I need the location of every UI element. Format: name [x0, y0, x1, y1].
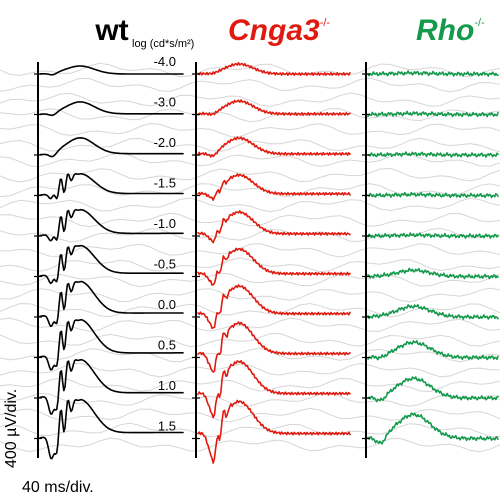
erg-trace-cnga-2 [197, 136, 351, 158]
erg-trace-rho-4 [367, 232, 499, 239]
intensity-label-group: -4.0 -3.0 -2.0 -1.5 -1.0 -0.5 0.0 0.5 1.0 1.5 [154, 54, 176, 434]
background-contour [0, 152, 500, 168]
erg-trace-rho-5 [367, 267, 499, 280]
erg-trace-wt-5 [39, 244, 184, 285]
erg-trace-rho-8 [367, 376, 499, 403]
background-contour [0, 317, 500, 332]
erg-trace-cnga-1 [197, 99, 351, 116]
background-contour [0, 257, 500, 273]
background-contour [0, 212, 500, 228]
erg-trace-rho-7 [367, 340, 499, 361]
erg-trace-rho-1 [367, 110, 499, 118]
erg-trace-wt-9 [39, 398, 184, 460]
panel-title-rho: Rho-/- [416, 14, 485, 47]
erg-trace-cnga-9 [197, 399, 351, 464]
erg-trace-rho-3 [367, 191, 499, 199]
background-contour [0, 437, 500, 453]
intensity-label: -3.0 [154, 95, 176, 110]
background-contour [0, 287, 500, 303]
panel-title-wt: wt [94, 14, 128, 47]
erg-trace-wt-8 [39, 359, 184, 415]
erg-trace-wt-3 [39, 172, 184, 200]
erg-trace-cnga-0 [197, 62, 351, 76]
background-contour [0, 332, 500, 348]
background-contour [0, 243, 500, 258]
background-contour [0, 377, 500, 393]
erg-trace-rho-9 [367, 412, 499, 445]
background-texture [0, 62, 500, 453]
erg-trace-wt-2 [39, 137, 184, 158]
erg-trace-rho-0 [367, 70, 499, 77]
background-contour [0, 392, 500, 407]
erg-trace-wt-4 [39, 208, 184, 242]
erg-trace-rho-2 [367, 151, 499, 158]
trace-group [34, 62, 499, 464]
erg-trace-cnga-6 [197, 284, 351, 329]
erg-trace-cnga-7 [197, 321, 351, 373]
erg-trace-wt-1 [39, 101, 184, 117]
background-contour [0, 183, 500, 198]
erg-trace-wt-6 [39, 280, 184, 328]
background-contour [0, 77, 500, 93]
background-contour [0, 62, 500, 78]
intensity-label: 0.0 [158, 297, 176, 312]
erg-trace-wt-0 [39, 65, 184, 76]
background-contour [0, 108, 500, 123]
scale-bar-time: 40 ms/div. [22, 479, 94, 496]
intensity-label: -1.0 [154, 216, 176, 231]
erg-trace-cnga-3 [197, 173, 351, 201]
erg-trace-cnga-8 [197, 360, 351, 419]
intensity-label: -1.5 [154, 176, 176, 191]
erg-trace-wt-7 [39, 319, 184, 371]
background-contour [0, 167, 500, 183]
intensity-label: -2.0 [154, 135, 176, 150]
background-contour [0, 422, 500, 438]
intensity-label: 1.5 [158, 419, 176, 434]
scale-bar-voltage: 400 µV/div. [3, 389, 20, 468]
panel-title-cnga3: Cnga3-/- [228, 14, 330, 47]
intensity-label: -0.5 [154, 257, 176, 272]
background-contour [0, 407, 500, 423]
background-contour [0, 92, 500, 107]
intensity-label: 0.5 [158, 338, 176, 353]
intensity-label: -4.0 [154, 54, 176, 69]
background-contour [0, 197, 500, 213]
background-contour [0, 272, 500, 288]
background-contour [0, 137, 500, 153]
background-contour [0, 362, 500, 378]
intensity-label: 1.0 [158, 378, 176, 393]
background-contour [0, 302, 500, 318]
background-contour [0, 347, 500, 363]
erg-trace-rho-6 [367, 304, 499, 320]
background-contour [0, 122, 500, 138]
intensity-unit-label: log (cd*s/m²) [132, 38, 194, 50]
erg-trace-cnga-4 [197, 210, 351, 244]
erg-trace-cnga-5 [197, 247, 351, 286]
